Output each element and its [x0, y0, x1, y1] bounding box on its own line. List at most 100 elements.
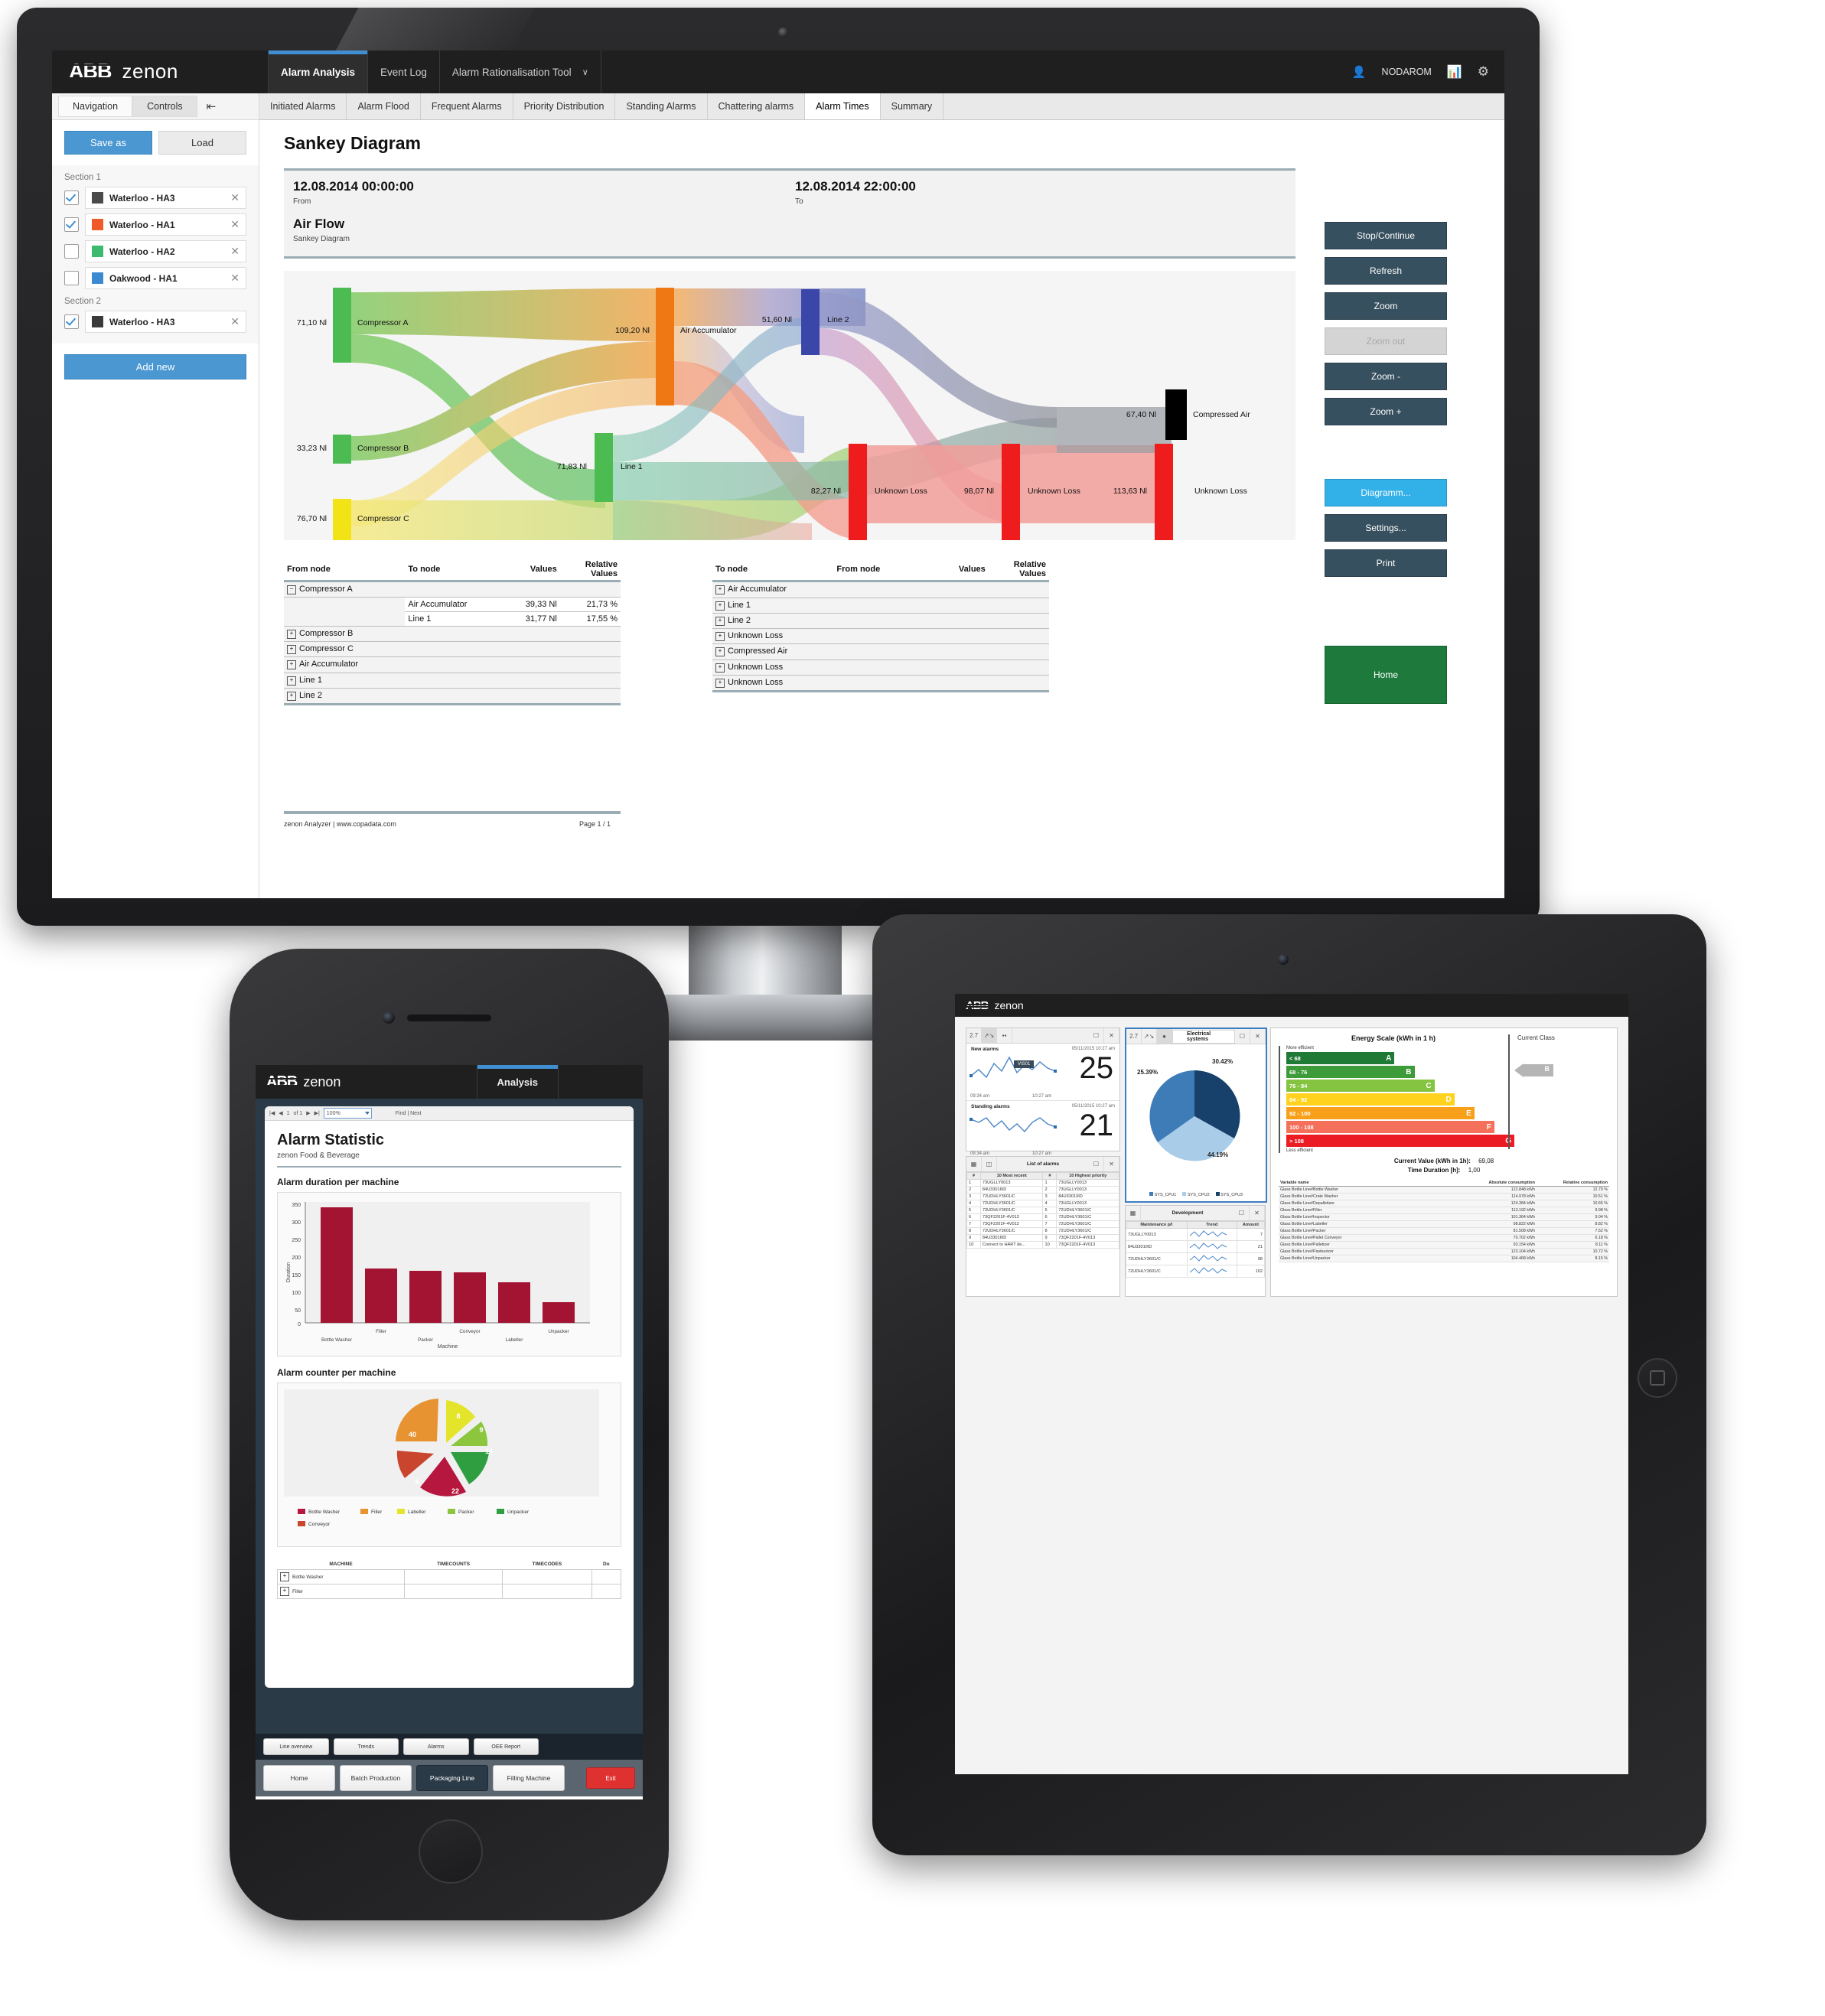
packaging-line-button[interactable]: Packaging Line [416, 1765, 488, 1791]
item-box[interactable]: Waterloo - HA3 ✕ [85, 311, 246, 333]
item-checkbox[interactable] [64, 217, 79, 232]
exit-button[interactable]: Exit [586, 1767, 635, 1789]
table-row[interactable]: Glass Bottle Line#Depalletizer 124.384 kW… [1279, 1200, 1609, 1207]
snapshot-icon[interactable]: ☐ [1089, 1157, 1104, 1171]
left-tab-navigation[interactable]: Navigation [58, 96, 133, 117]
first-page-icon[interactable]: |◀ [269, 1111, 275, 1116]
item-box[interactable]: Waterloo - HA1 ✕ [85, 213, 246, 236]
list-item[interactable]: Waterloo - HA1 ✕ [64, 213, 246, 236]
table-row[interactable]: + Line 2 [712, 613, 1049, 629]
zoom-plus-button[interactable]: Zoom + [1325, 398, 1447, 425]
expand-icon[interactable]: + [287, 645, 296, 654]
expand-icon[interactable]: + [287, 676, 296, 686]
oee-report-button[interactable]: OEE Report [473, 1738, 539, 1755]
table-row[interactable]: + Line 1 [284, 673, 621, 689]
item-box[interactable]: Oakwood - HA1 ✕ [85, 267, 246, 289]
sub-tab-standing-alarms[interactable]: Standing Alarms [615, 93, 708, 119]
close-icon[interactable]: ✕ [1104, 1157, 1119, 1171]
table-row[interactable]: 84U3301IIID 21 [1126, 1240, 1266, 1253]
table-row[interactable]: 9 84U3301IIID 9 73QF2201F-4V013 [966, 1234, 1119, 1242]
sub-tab-alarm-times[interactable]: Alarm Times [805, 93, 881, 119]
pie-icon[interactable]: ● [1157, 1029, 1172, 1044]
expand-icon[interactable]: + [280, 1572, 289, 1581]
table-row[interactable]: Line 1 31,77 Nl 17,55 % [284, 611, 621, 627]
zoom-button[interactable]: Zoom [1325, 292, 1447, 320]
snapshot-icon[interactable]: ☐ [1234, 1206, 1250, 1220]
filling-machine-button[interactable]: Filling Machine [493, 1765, 565, 1791]
bar-icon[interactable]: ▪▪ [997, 1028, 1012, 1043]
prev-page-icon[interactable]: ◀ [279, 1111, 283, 1116]
phone-tab-analysis[interactable]: Analysis [476, 1065, 559, 1099]
zoom-select[interactable]: 100% [323, 1108, 372, 1119]
close-icon[interactable]: ✕ [230, 218, 240, 230]
expand-icon[interactable]: + [280, 1587, 289, 1596]
table-row[interactable]: 10 Connect to HART de... 10 73QF2201F-4V013 [966, 1241, 1119, 1249]
table-row[interactable]: 5 73UDHLY3601/C 5 72UDHLY3601/C [966, 1207, 1119, 1214]
zoom-minus-button[interactable]: Zoom - [1325, 363, 1447, 390]
list-item[interactable]: Waterloo - HA2 ✕ [64, 240, 246, 262]
table-row[interactable]: 1 73UGLLY0013 1 73UGLLY0013 [966, 1179, 1119, 1187]
table-row[interactable]: 72UDHLY3601/C 102 [1126, 1265, 1266, 1278]
table-row[interactable]: Glass Bottle Line#Filler 113.192 kWh 9.98 … [1279, 1207, 1609, 1214]
nav-tab-event-log[interactable]: Event Log [367, 50, 439, 93]
expand-icon[interactable]: + [715, 663, 725, 673]
table-row[interactable]: 4 72UDHLY3601/C 4 73UGLLY0013 [966, 1200, 1119, 1207]
find-next[interactable]: Find | Next [395, 1110, 422, 1116]
sub-tab-frequent-alarms[interactable]: Frequent Alarms [421, 93, 513, 119]
nav-tab-alarm-rationalisation-tool[interactable]: Alarm Rationalisation Tool ∨ [438, 50, 601, 93]
table-row[interactable]: 7 73QF2201F-4V012 7 72UDHLY3601/C [966, 1220, 1119, 1228]
chart-icon[interactable]: 📊 [1446, 66, 1462, 79]
sub-tab-initiated-alarms[interactable]: Initiated Alarms [259, 93, 347, 119]
table-row[interactable]: 2 84U3301IIID 2 73UGLLY0013 [966, 1186, 1119, 1194]
table-row[interactable]: 73UGLLY0013 7 [1126, 1228, 1266, 1241]
sub-tab-summary[interactable]: Summary [881, 93, 944, 119]
table-row[interactable]: Glass Bottle Line#Inspector 101.364 kWh 9.… [1279, 1213, 1609, 1221]
line-overview-button[interactable]: Line overview [263, 1738, 329, 1755]
table-row[interactable]: − Compressor A [284, 581, 621, 598]
settings-button[interactable]: Settings... [1325, 514, 1447, 542]
expand-icon[interactable]: + [715, 678, 725, 688]
expand-icon[interactable]: + [287, 660, 296, 669]
snapshot-icon[interactable]: ☐ [1235, 1029, 1250, 1044]
table-row[interactable]: 6 73QF2201F-4V013 6 72UDHLY3601/C [966, 1213, 1119, 1221]
stop-continue-button[interactable]: Stop/Continue [1325, 222, 1447, 249]
home-button[interactable]: Home [1325, 646, 1447, 704]
table-row[interactable]: + Line 1 [712, 598, 1049, 614]
table-row[interactable]: 8 72UDHLY3601/C 8 72UDHLY3601/C [966, 1227, 1119, 1235]
table-row[interactable]: + Bottle Washer [276, 1569, 622, 1584]
batch-production-button[interactable]: Batch Production [340, 1765, 412, 1791]
close-icon[interactable]: ✕ [230, 191, 240, 204]
phone-home-button[interactable] [419, 1819, 483, 1884]
last-page-icon[interactable]: ▶| [314, 1111, 320, 1116]
expand-icon[interactable]: + [715, 646, 725, 656]
item-box[interactable]: Waterloo - HA2 ✕ [85, 240, 246, 262]
table-row[interactable]: + Compressor B [284, 626, 621, 642]
expand-icon[interactable]: + [715, 601, 725, 611]
close-icon[interactable]: ✕ [1104, 1028, 1119, 1043]
print-button[interactable]: Print [1325, 549, 1447, 577]
close-icon[interactable]: ✕ [230, 272, 240, 284]
load-button[interactable]: Load [158, 131, 246, 155]
sub-tab-priority-distribution[interactable]: Priority Distribution [513, 93, 616, 119]
table-row[interactable]: Glass Bottle Line#Pasteurizer 123.104 kWh… [1279, 1248, 1609, 1256]
table-row[interactable]: + Compressor C [284, 641, 621, 657]
diagramm-button[interactable]: Diagramm... [1325, 479, 1447, 506]
alarms-button[interactable]: Alarms [403, 1738, 469, 1755]
trends-button[interactable]: Trends [333, 1738, 399, 1755]
close-icon[interactable]: ✕ [1250, 1029, 1266, 1044]
table-row[interactable]: + Air Accumulator [712, 581, 1049, 598]
item-checkbox[interactable] [64, 244, 79, 259]
item-box[interactable]: Waterloo - HA3 ✕ [85, 187, 246, 209]
add-new-button[interactable]: Add new [64, 354, 246, 379]
table-row[interactable]: Glass Bottle Line#Packer 81.508 kWh 7.52 % [1279, 1227, 1609, 1235]
table-icon[interactable]: ◫ [982, 1157, 997, 1171]
table-row[interactable]: + Unknown Loss [712, 628, 1049, 644]
collapse-left-icon[interactable]: ⇤ [206, 100, 217, 113]
table-row[interactable]: Glass Bottle Line#Crate Washer 114.978 kW… [1279, 1193, 1609, 1200]
expand-icon[interactable]: + [287, 691, 296, 701]
close-icon[interactable]: ✕ [230, 315, 240, 327]
expand-icon[interactable]: + [715, 631, 725, 641]
table-row[interactable]: Glass Bottle Line#Pallet Conveyor 70.702 … [1279, 1234, 1609, 1242]
list-item[interactable]: Waterloo - HA3 ✕ [64, 187, 246, 209]
table-row[interactable]: Glass Bottle Line#Unpacker 104.468 kWh 8.1… [1279, 1255, 1609, 1262]
